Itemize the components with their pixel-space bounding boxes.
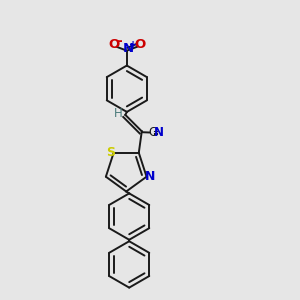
Text: -: -: [116, 34, 122, 48]
Text: N: N: [154, 126, 164, 139]
Text: +: +: [129, 40, 137, 50]
Text: S: S: [106, 146, 115, 159]
Text: N: N: [122, 42, 134, 56]
Text: O: O: [134, 38, 146, 51]
Text: H: H: [114, 107, 123, 120]
Text: N: N: [145, 170, 156, 183]
Text: C: C: [148, 126, 156, 139]
Text: O: O: [108, 38, 119, 51]
